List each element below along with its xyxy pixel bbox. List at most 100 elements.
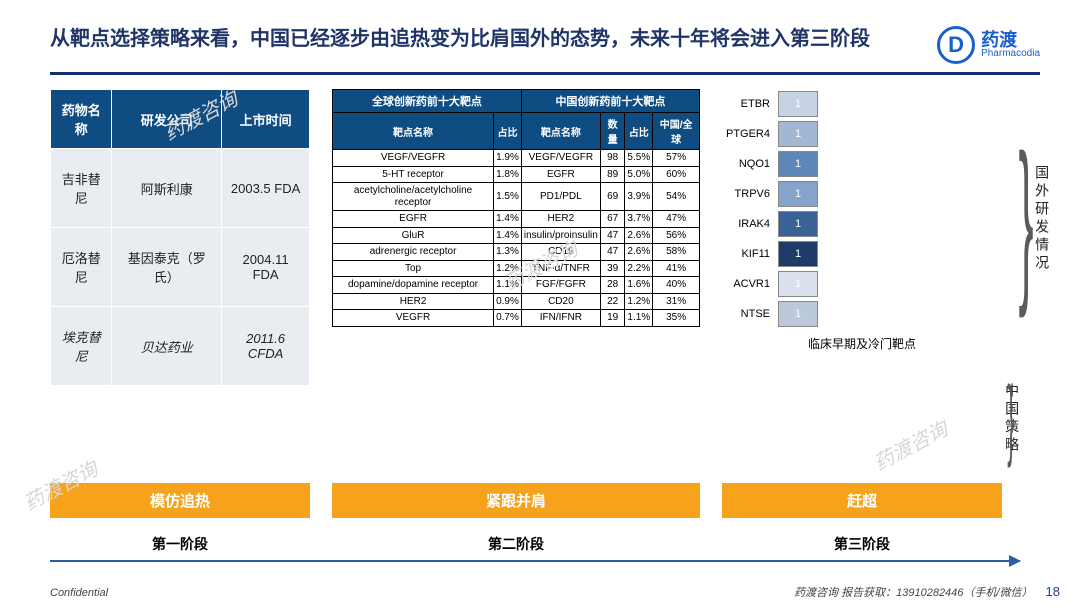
t2-group-right: 中国创新药前十大靶点 xyxy=(521,90,699,113)
t2-cell: 3.9% xyxy=(625,183,653,211)
t2-cell: adrenergic receptor xyxy=(333,244,494,261)
chart-bar: 1 xyxy=(778,211,818,237)
t2-cell: 0.7% xyxy=(494,310,522,327)
logo-mark-icon: D xyxy=(937,26,975,64)
t2-cell: 1.1% xyxy=(625,310,653,327)
t2-cell: 1.5% xyxy=(494,183,522,211)
t2-cell: 2.6% xyxy=(625,244,653,261)
t2-subheader: 中国/全球 xyxy=(653,113,700,150)
t1-cell: 厄洛替尼 xyxy=(51,228,112,307)
t2-cell: insulin/proinsulin xyxy=(521,227,600,244)
footer-confidential: Confidential xyxy=(50,587,108,599)
chart-y-label: ETBR xyxy=(722,98,778,110)
stage-label-3: 第三阶段 xyxy=(722,534,1002,554)
t2-cell: 1.9% xyxy=(494,150,522,167)
t2-cell: 58% xyxy=(653,244,700,261)
t2-cell: 1.8% xyxy=(494,166,522,183)
targets-table: 全球创新药前十大靶点 中国创新药前十大靶点 靶点名称占比靶点名称数量占比中国/全… xyxy=(332,89,700,327)
t2-cell: dopamine/dopamine receptor xyxy=(333,277,494,294)
t2-cell: 0.9% xyxy=(494,293,522,310)
t2-cell: 57% xyxy=(653,150,700,167)
chart-bar: 1 xyxy=(778,181,818,207)
t2-subheader: 数量 xyxy=(600,113,625,150)
stage-label-2: 第二阶段 xyxy=(332,534,700,554)
t2-cell: 47% xyxy=(653,211,700,228)
t2-subheader: 占比 xyxy=(494,113,522,150)
t1-header: 上市时间 xyxy=(222,90,310,149)
t2-cell: CD19 xyxy=(521,244,600,261)
logo-text-cn: 药渡 xyxy=(981,31,1040,49)
t2-cell: 47 xyxy=(600,244,625,261)
t1-cell: 2004.11 FDA xyxy=(222,228,310,307)
t2-cell: VEGF/VEGFR xyxy=(521,150,600,167)
t2-subheader: 占比 xyxy=(625,113,653,150)
t2-cell: 5.5% xyxy=(625,150,653,167)
t2-cell: 22 xyxy=(600,293,625,310)
stage-bar-3: 赶超 xyxy=(722,483,1002,518)
t2-cell: 1.2% xyxy=(494,260,522,277)
t2-cell: 1.3% xyxy=(494,244,522,261)
t2-cell: VEGFR xyxy=(333,310,494,327)
footer-contact: 药渡咨询 报告获取：13910282446（手机/微信） xyxy=(794,587,1032,599)
chart-bar: 1 xyxy=(778,91,818,117)
brand-logo: D 药渡 Pharmacodia xyxy=(937,26,1040,64)
t2-cell: FGF/FGFR xyxy=(521,277,600,294)
t2-cell: 41% xyxy=(653,260,700,277)
page-number: 18 xyxy=(1036,584,1060,599)
t2-cell: CD20 xyxy=(521,293,600,310)
t2-cell: 28 xyxy=(600,277,625,294)
t2-cell: 40% xyxy=(653,277,700,294)
t2-cell: 31% xyxy=(653,293,700,310)
t2-cell: 1.2% xyxy=(625,293,653,310)
t1-cell: 阿斯利康 xyxy=(112,149,222,228)
chart-y-label: NTSE xyxy=(722,308,778,320)
t2-cell: 19 xyxy=(600,310,625,327)
t1-cell: 贝达药业 xyxy=(112,307,222,386)
t2-cell: 1.4% xyxy=(494,211,522,228)
chart-y-label: TRPV6 xyxy=(722,188,778,200)
drugs-table: 药物名称研发公司上市时间 吉非替尼阿斯利康2003.5 FDA厄洛替尼基因泰克（… xyxy=(50,89,310,386)
t2-subheader: 靶点名称 xyxy=(521,113,600,150)
t2-cell: 98 xyxy=(600,150,625,167)
t2-cell: 5.0% xyxy=(625,166,653,183)
t2-cell: EGFR xyxy=(521,166,600,183)
chart-bar: 1 xyxy=(778,241,818,267)
t2-cell: 1.6% xyxy=(625,277,653,294)
page-title: 从靶点选择策略来看，中国已经逐步由追热变为比肩国外的态势，未来十年将会进入第三阶… xyxy=(50,26,870,53)
stage-bar-1: 模仿追热 xyxy=(50,483,310,518)
t2-cell: HER2 xyxy=(333,293,494,310)
t2-subheader: 靶点名称 xyxy=(333,113,494,150)
t2-cell: 69 xyxy=(600,183,625,211)
t1-cell: 吉非替尼 xyxy=(51,149,112,228)
chart-y-label: IRAK4 xyxy=(722,218,778,230)
t2-cell: EGFR xyxy=(333,211,494,228)
t2-cell: HER2 xyxy=(521,211,600,228)
t2-cell: 60% xyxy=(653,166,700,183)
header-divider xyxy=(50,72,1040,75)
t2-cell: Top xyxy=(333,260,494,277)
t2-cell: 56% xyxy=(653,227,700,244)
chart-bar: 1 xyxy=(778,151,818,177)
t2-cell: 89 xyxy=(600,166,625,183)
t2-cell: VEGF/VEGFR xyxy=(333,150,494,167)
t2-cell: 1.1% xyxy=(494,277,522,294)
t2-cell: 67 xyxy=(600,211,625,228)
t2-cell: 35% xyxy=(653,310,700,327)
timeline-arrow-icon xyxy=(50,560,1020,562)
chart-y-label: ACVR1 xyxy=(722,278,778,290)
t2-cell: 47 xyxy=(600,227,625,244)
t1-header: 研发公司 xyxy=(112,90,222,149)
t2-cell: 2.6% xyxy=(625,227,653,244)
t2-cell: 5-HT receptor xyxy=(333,166,494,183)
chart-bar: 1 xyxy=(778,301,818,327)
cold-targets-chart: ETBR1PTGER41NQO11TRPV61IRAK41KIF111ACVR1… xyxy=(722,89,1002,329)
t2-cell: acetylcholine/acetylcholine receptor xyxy=(333,183,494,211)
t2-cell: 1.4% xyxy=(494,227,522,244)
t2-cell: 39 xyxy=(600,260,625,277)
chart-y-label: NQO1 xyxy=(722,158,778,170)
t2-cell: PD1/PDL xyxy=(521,183,600,211)
t2-cell: IFN/IFNR xyxy=(521,310,600,327)
stage-bar-2: 紧跟并肩 xyxy=(332,483,700,518)
chart-caption: 临床早期及冷门靶点 xyxy=(722,335,1002,352)
chart-bar: 1 xyxy=(778,121,818,147)
